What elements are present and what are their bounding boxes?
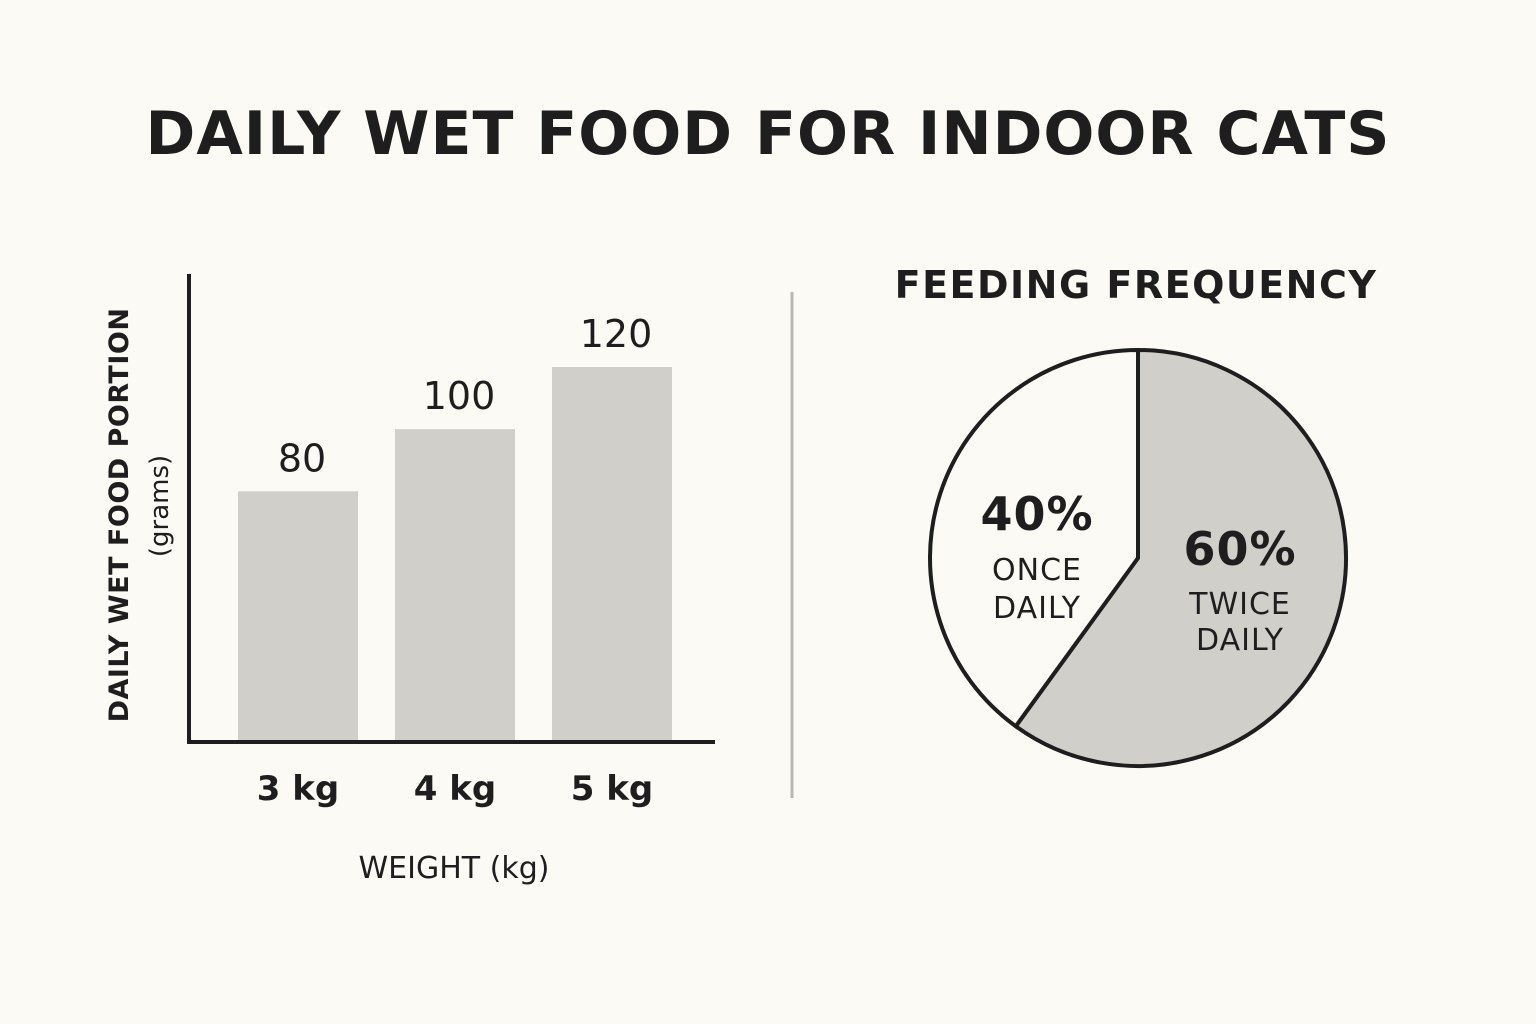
bar-3kg	[238, 491, 358, 740]
bar-4kg	[395, 429, 515, 740]
bar-value-label: 120	[580, 312, 653, 356]
pie-slice-label: ONCE	[992, 553, 1082, 588]
x-tick-label: 5 kg	[571, 769, 653, 809]
bar-value-label: 100	[423, 374, 496, 418]
pie-percent-label: 60%	[1183, 522, 1296, 576]
pie-title: FEEDING FREQUENCY	[895, 263, 1378, 307]
y-axis-label: DAILY WET FOOD PORTION	[104, 308, 135, 723]
bar-5kg	[552, 367, 672, 740]
pie-slice-label: DAILY	[993, 591, 1081, 626]
bar-value-label: 80	[278, 436, 326, 480]
pie-slice-once	[928, 348, 1140, 729]
x-tick-label: 4 kg	[414, 769, 496, 809]
pie-slice-label: DAILY	[1196, 623, 1284, 658]
pie-slice-twice	[1013, 348, 1348, 768]
y-axis-label-group: DAILY WET FOOD PORTION	[104, 308, 135, 723]
chart-title: DAILY WET FOOD FOR INDOOR CATS	[145, 99, 1391, 169]
x-axis-label: WEIGHT (kg)	[359, 851, 550, 886]
y-axis-unit-group: (grams)	[145, 455, 175, 557]
bar-series: 80 3 kg 100 4 kg 120 5 kg	[238, 312, 672, 809]
pie-percent-label: 40%	[980, 487, 1093, 541]
pie-slice-label: TWICE	[1188, 587, 1291, 622]
y-axis-unit: (grams)	[145, 455, 175, 557]
x-tick-label: 3 kg	[257, 769, 339, 809]
